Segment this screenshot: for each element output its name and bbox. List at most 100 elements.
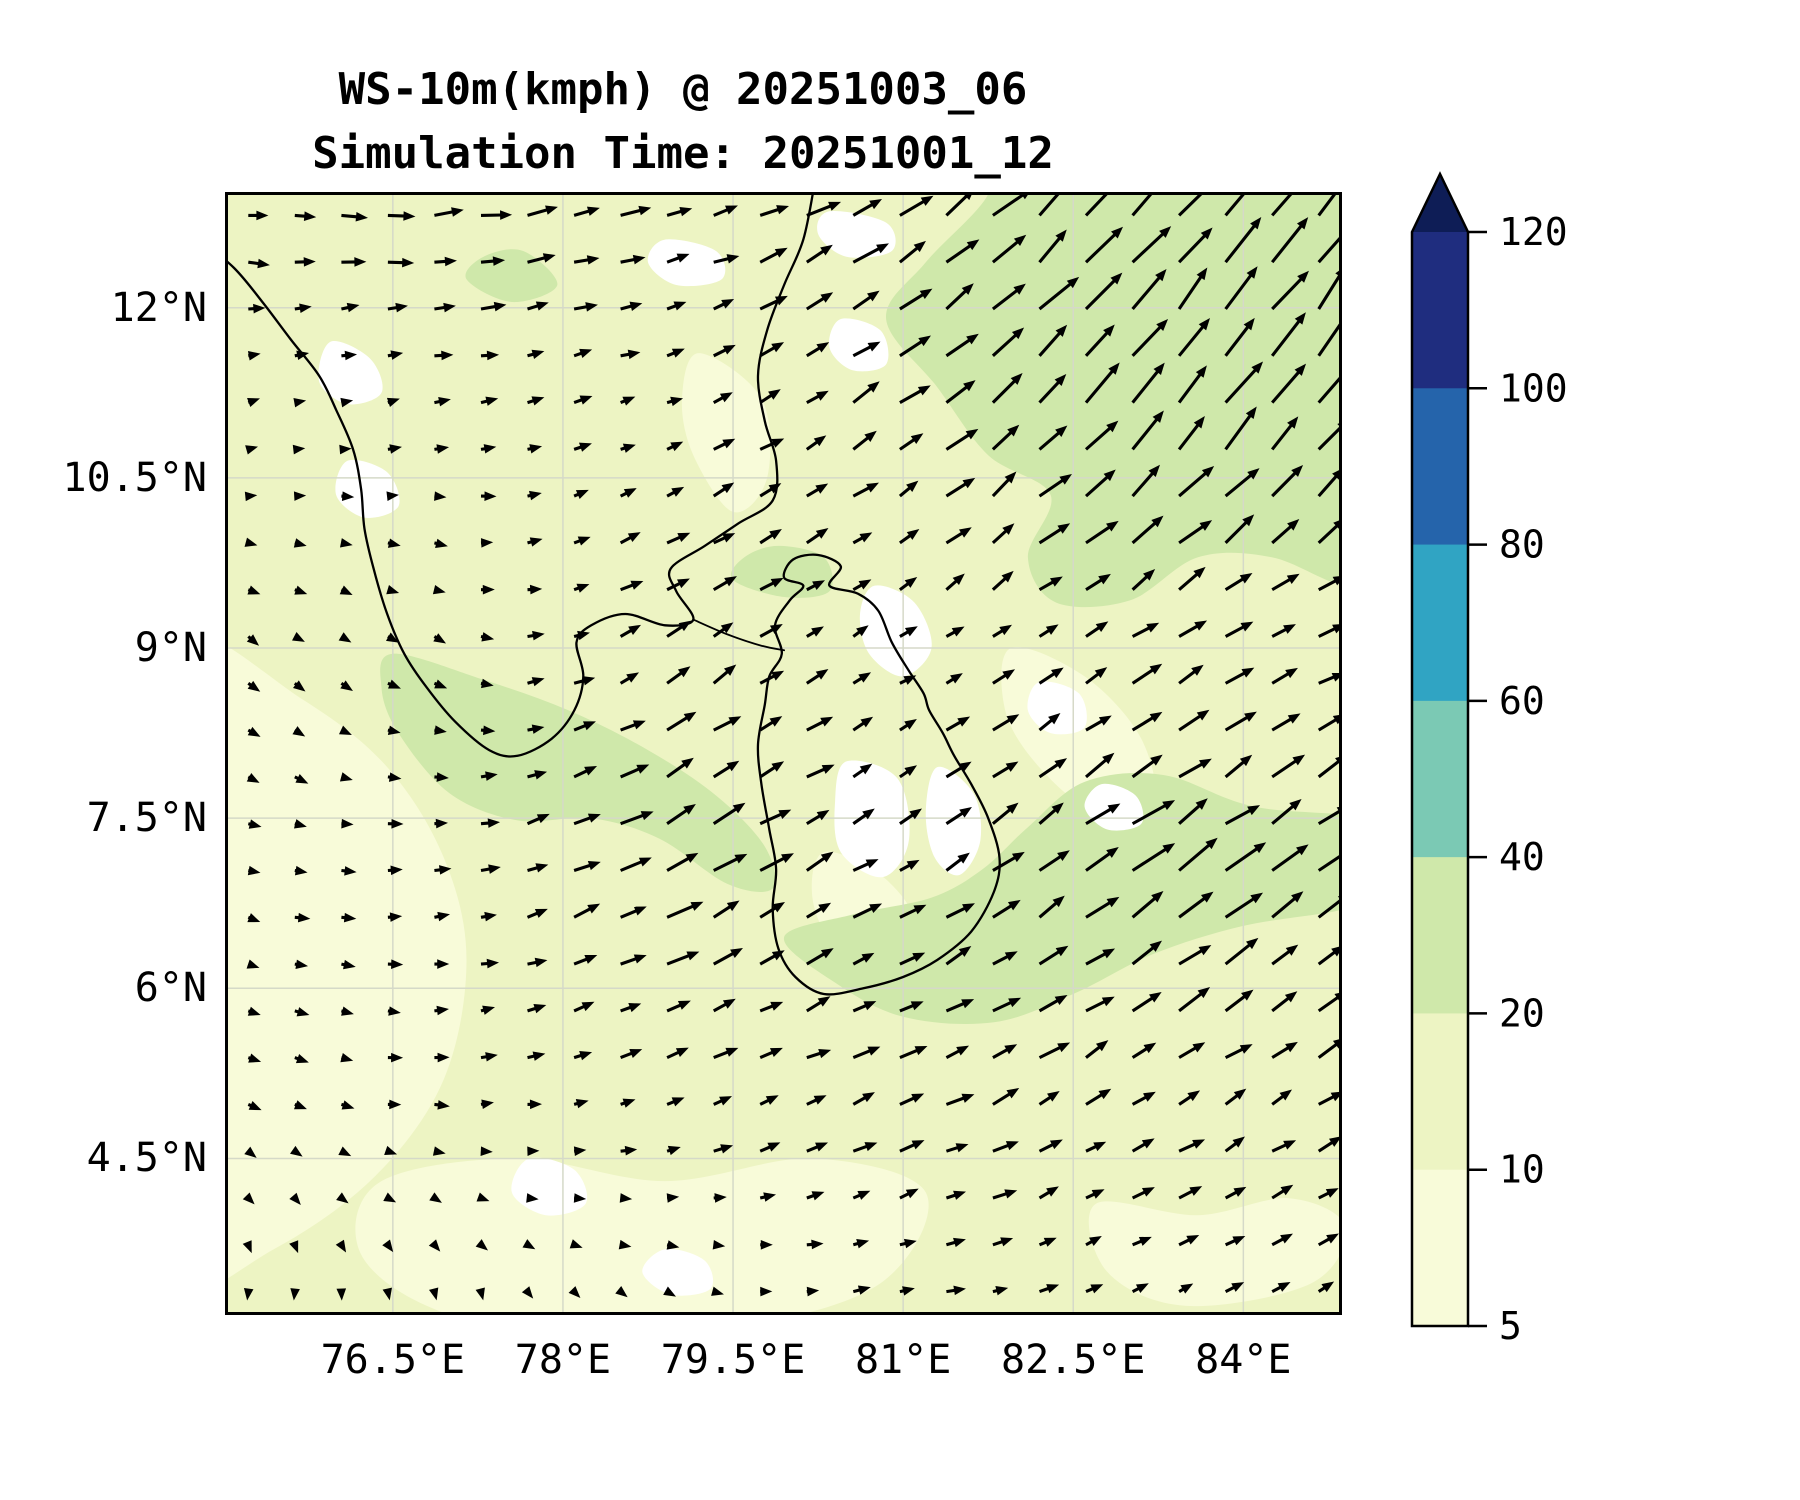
wind-arrow [341, 211, 368, 222]
wind-arrow [620, 906, 647, 919]
wind-arrow [434, 207, 464, 217]
wind-arrow [1178, 620, 1208, 638]
wind-arrow [433, 633, 447, 644]
wind-arrow [1178, 944, 1212, 966]
wind-arrow [759, 528, 782, 545]
wind-arrow [713, 438, 736, 451]
wind-arrow [759, 670, 785, 685]
wind-arrow [945, 626, 965, 638]
wind-arrow [1085, 1040, 1109, 1059]
wind-arrow [527, 490, 542, 501]
wind-arrow [387, 865, 403, 876]
wind-arrow [247, 1100, 262, 1111]
wind-arrow [573, 1193, 587, 1203]
wind-arrow [620, 954, 647, 966]
wind-arrow [945, 428, 979, 451]
wind-arrow [480, 678, 494, 689]
wind-arrow [573, 1099, 589, 1109]
colorbar-segment-100-120 [1412, 232, 1468, 390]
wind-arrow [341, 912, 357, 923]
wind-arrow [898, 529, 920, 545]
wind-arrow [759, 389, 781, 404]
wind-arrow [294, 1100, 307, 1110]
wind-arrow [759, 1192, 777, 1202]
wind-arrow [945, 1237, 966, 1248]
wind-arrow [1038, 802, 1064, 825]
wind-arrow [432, 1146, 446, 1156]
wind-arrow [852, 198, 883, 217]
wind-arrow [475, 1239, 488, 1251]
wind-arrow [1038, 473, 1072, 498]
wind-arrow [434, 350, 454, 361]
wind-arrow [527, 677, 545, 687]
wind-arrow [434, 302, 456, 313]
wind-arrow [1131, 318, 1169, 357]
y-tick-label: 6°N [134, 965, 207, 1012]
wind-arrow [385, 632, 399, 643]
coastlines [225, 192, 1001, 996]
wind-arrow [526, 1193, 539, 1203]
wind-arrow [1317, 1233, 1339, 1247]
wind-arrow [666, 1145, 681, 1156]
wind-arrow [899, 1188, 919, 1200]
wind-arrow [945, 1143, 969, 1153]
wind-arrow [290, 1288, 300, 1301]
wind-arrow [480, 818, 501, 828]
colorbar-tick-label: 20 [1499, 991, 1545, 1035]
wind-arrow [243, 1288, 254, 1301]
wind-arrow [294, 912, 311, 923]
contour-region-below5 [859, 585, 932, 677]
wind-arrow [294, 959, 309, 970]
wind-arrow [992, 951, 1018, 966]
wind-arrow [899, 718, 917, 732]
wind-arrow [382, 1287, 392, 1301]
wind-arrow [759, 716, 783, 732]
wind-arrow [1178, 1283, 1194, 1294]
wind-arrow [1131, 991, 1162, 1013]
contour-region-20-40 [730, 545, 833, 598]
wind-arrow [899, 1238, 917, 1249]
wind-arrow [1317, 227, 1342, 264]
wind-arrow [340, 1053, 354, 1063]
wind-arrow [1085, 996, 1115, 1013]
contour-regions [225, 192, 1342, 1315]
wind-arrow [805, 809, 830, 826]
wind-arrow [480, 958, 500, 969]
wind-arrow [1038, 1284, 1060, 1294]
wind-arrow [244, 491, 258, 502]
wind-arrow [852, 579, 872, 592]
wind-arrow [573, 395, 593, 405]
wind-arrow [434, 256, 457, 267]
wind-arrow [247, 819, 262, 829]
wind-arrow [248, 210, 269, 221]
wind-arrow [1317, 192, 1342, 217]
wind-arrow [852, 625, 869, 638]
wind-arrow [663, 1286, 676, 1297]
wind-arrow [1224, 989, 1254, 1013]
contour-region-below5 [817, 210, 896, 258]
wind-arrow [713, 344, 736, 358]
wind-arrow [339, 444, 352, 455]
wind-arrow [899, 675, 917, 685]
wind-arrow [852, 1190, 871, 1200]
wind-arrow [945, 999, 975, 1013]
colorbar-segment-10-20 [1412, 1013, 1468, 1171]
wind-arrow [1271, 519, 1300, 545]
wind-arrow [1271, 667, 1298, 685]
wind-arrow [713, 853, 748, 872]
wind-arrow [573, 206, 600, 217]
wind-arrow [293, 491, 307, 501]
wind-arrow [1085, 1236, 1102, 1247]
wind-arrow [1178, 1234, 1200, 1247]
wind-arrow [806, 902, 832, 919]
wind-arrow [294, 1054, 309, 1064]
wind-arrow [1224, 1136, 1245, 1153]
wind-arrow [568, 1286, 581, 1299]
wind-arrow [805, 435, 827, 451]
wind-arrow [1085, 1141, 1107, 1153]
wind-arrow [1317, 418, 1342, 451]
wind-arrow [899, 385, 931, 404]
wind-arrow [290, 1145, 303, 1157]
wind-arrow [618, 1239, 632, 1250]
wind-arrow [1084, 226, 1124, 264]
